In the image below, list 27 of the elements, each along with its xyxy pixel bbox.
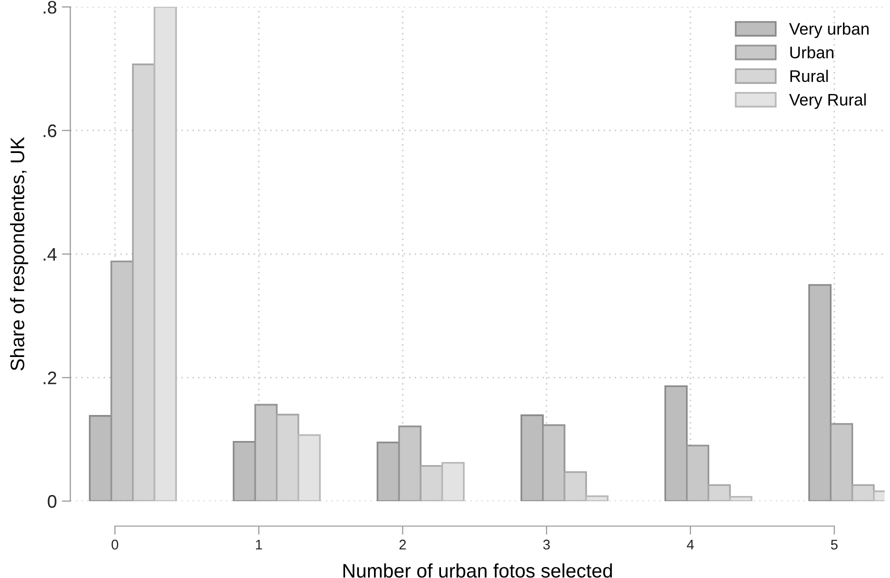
legend-label: Rural — [790, 70, 828, 82]
bar — [564, 471, 587, 502]
x-tick-label: 4 — [686, 540, 694, 550]
bar — [132, 64, 156, 502]
x-tick-label: 2 — [400, 540, 406, 550]
y-tick-label: 0 — [48, 495, 56, 508]
x-tick-label: 5 — [830, 540, 838, 550]
x-tick-label: 1 — [256, 540, 262, 550]
bar — [441, 462, 465, 502]
x-tick-label: 0 — [112, 540, 118, 550]
bar — [298, 434, 321, 502]
y-tick-label: .4 — [44, 248, 57, 261]
y-axis-title: Share of respondentes, UK — [10, 136, 28, 370]
legend-label: Urban — [790, 46, 834, 58]
bar — [276, 414, 300, 502]
bar — [420, 465, 444, 502]
bar — [708, 484, 731, 502]
y-tick-label: .2 — [44, 372, 56, 384]
legend-label: Very Rural — [789, 93, 866, 109]
x-axis-title: Number of urban fotos selected — [343, 563, 612, 578]
y-tick-label: .6 — [44, 124, 56, 138]
y-tick-label: .8 — [44, 0, 56, 14]
bar — [729, 496, 752, 502]
x-tick-label: 3 — [543, 540, 550, 550]
bar — [154, 6, 177, 502]
bar — [585, 495, 609, 502]
legend-label: Very urban — [789, 22, 869, 38]
